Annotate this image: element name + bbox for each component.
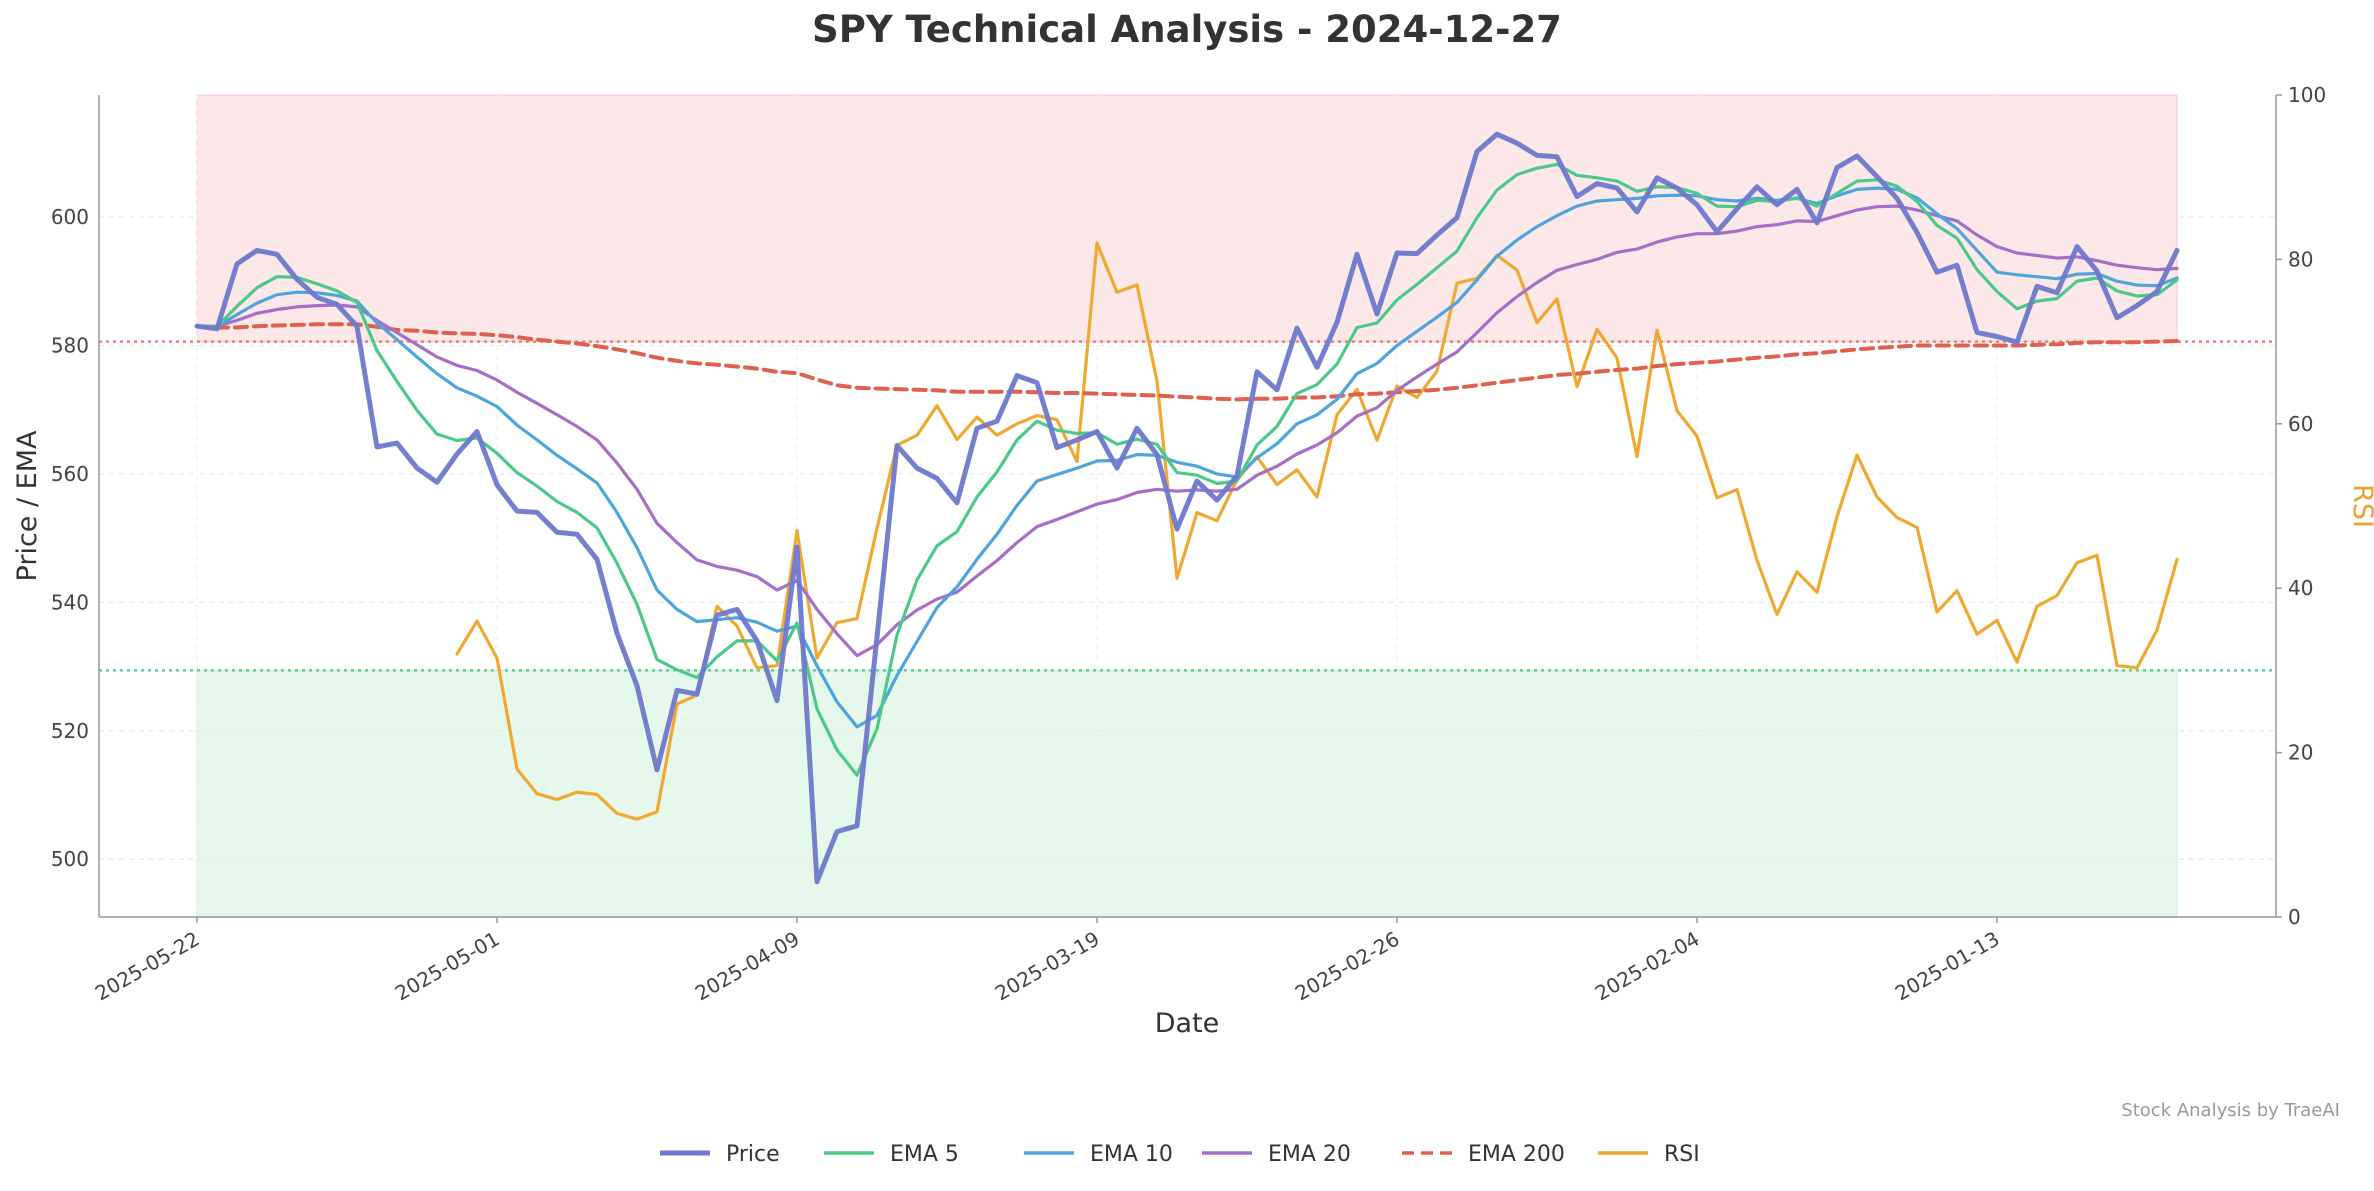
legend-label-price: Price xyxy=(726,1142,780,1167)
rsi-tick-label: 100 xyxy=(2288,83,2326,107)
series-line-ema5 xyxy=(195,162,2179,777)
legend-label-rsi: RSI xyxy=(1664,1142,1700,1167)
rsi-axis-label: RSI xyxy=(2347,484,2374,528)
chart-title: SPY Technical Analysis - 2024-12-27 xyxy=(812,8,1562,51)
rsi-axis-ticks: 0 20 40 60 80 100 xyxy=(2276,83,2326,929)
axes xyxy=(98,95,2277,918)
rsi-tick-label: 80 xyxy=(2288,247,2313,271)
series-line-ema20 xyxy=(195,204,2179,658)
overbought-zone xyxy=(196,94,2178,343)
y-tick-label: 500 xyxy=(51,847,89,871)
legend-label-ema200: EMA 200 xyxy=(1468,1142,1565,1167)
y-tick-label: 540 xyxy=(51,590,89,614)
oversold-zone xyxy=(196,669,2178,918)
legend: Price EMA 5 EMA 10 EMA 20 EMA 200 RSI xyxy=(660,1142,1700,1167)
rsi-tick-label: 40 xyxy=(2288,576,2313,600)
series-layer xyxy=(194,131,2180,885)
series-line-ema10 xyxy=(195,186,2179,729)
y-tick-label: 560 xyxy=(51,462,89,486)
y-tick-label: 520 xyxy=(51,719,89,743)
series-line-ema200 xyxy=(195,322,2179,402)
y-axis-label: Price / EMA xyxy=(12,430,43,581)
rsi-tick-label: 0 xyxy=(2288,905,2301,929)
rsi-tick-label: 20 xyxy=(2288,741,2313,765)
series-line-price xyxy=(194,131,2180,885)
legend-label-ema10: EMA 10 xyxy=(1090,1142,1173,1167)
x-axis-label: Date xyxy=(1155,1008,1220,1039)
legend-label-ema5: EMA 5 xyxy=(890,1142,959,1167)
y-axis-ticks: 500 520 540 560 580 600 xyxy=(51,205,89,871)
y-tick-label: 580 xyxy=(51,333,89,357)
rsi-tick-label: 60 xyxy=(2288,412,2313,436)
grid xyxy=(99,95,2276,917)
legend-label-ema20: EMA 20 xyxy=(1268,1142,1351,1167)
watermark: Stock Analysis by TraeAI xyxy=(2121,1100,2340,1121)
y-tick-label: 600 xyxy=(51,205,89,229)
